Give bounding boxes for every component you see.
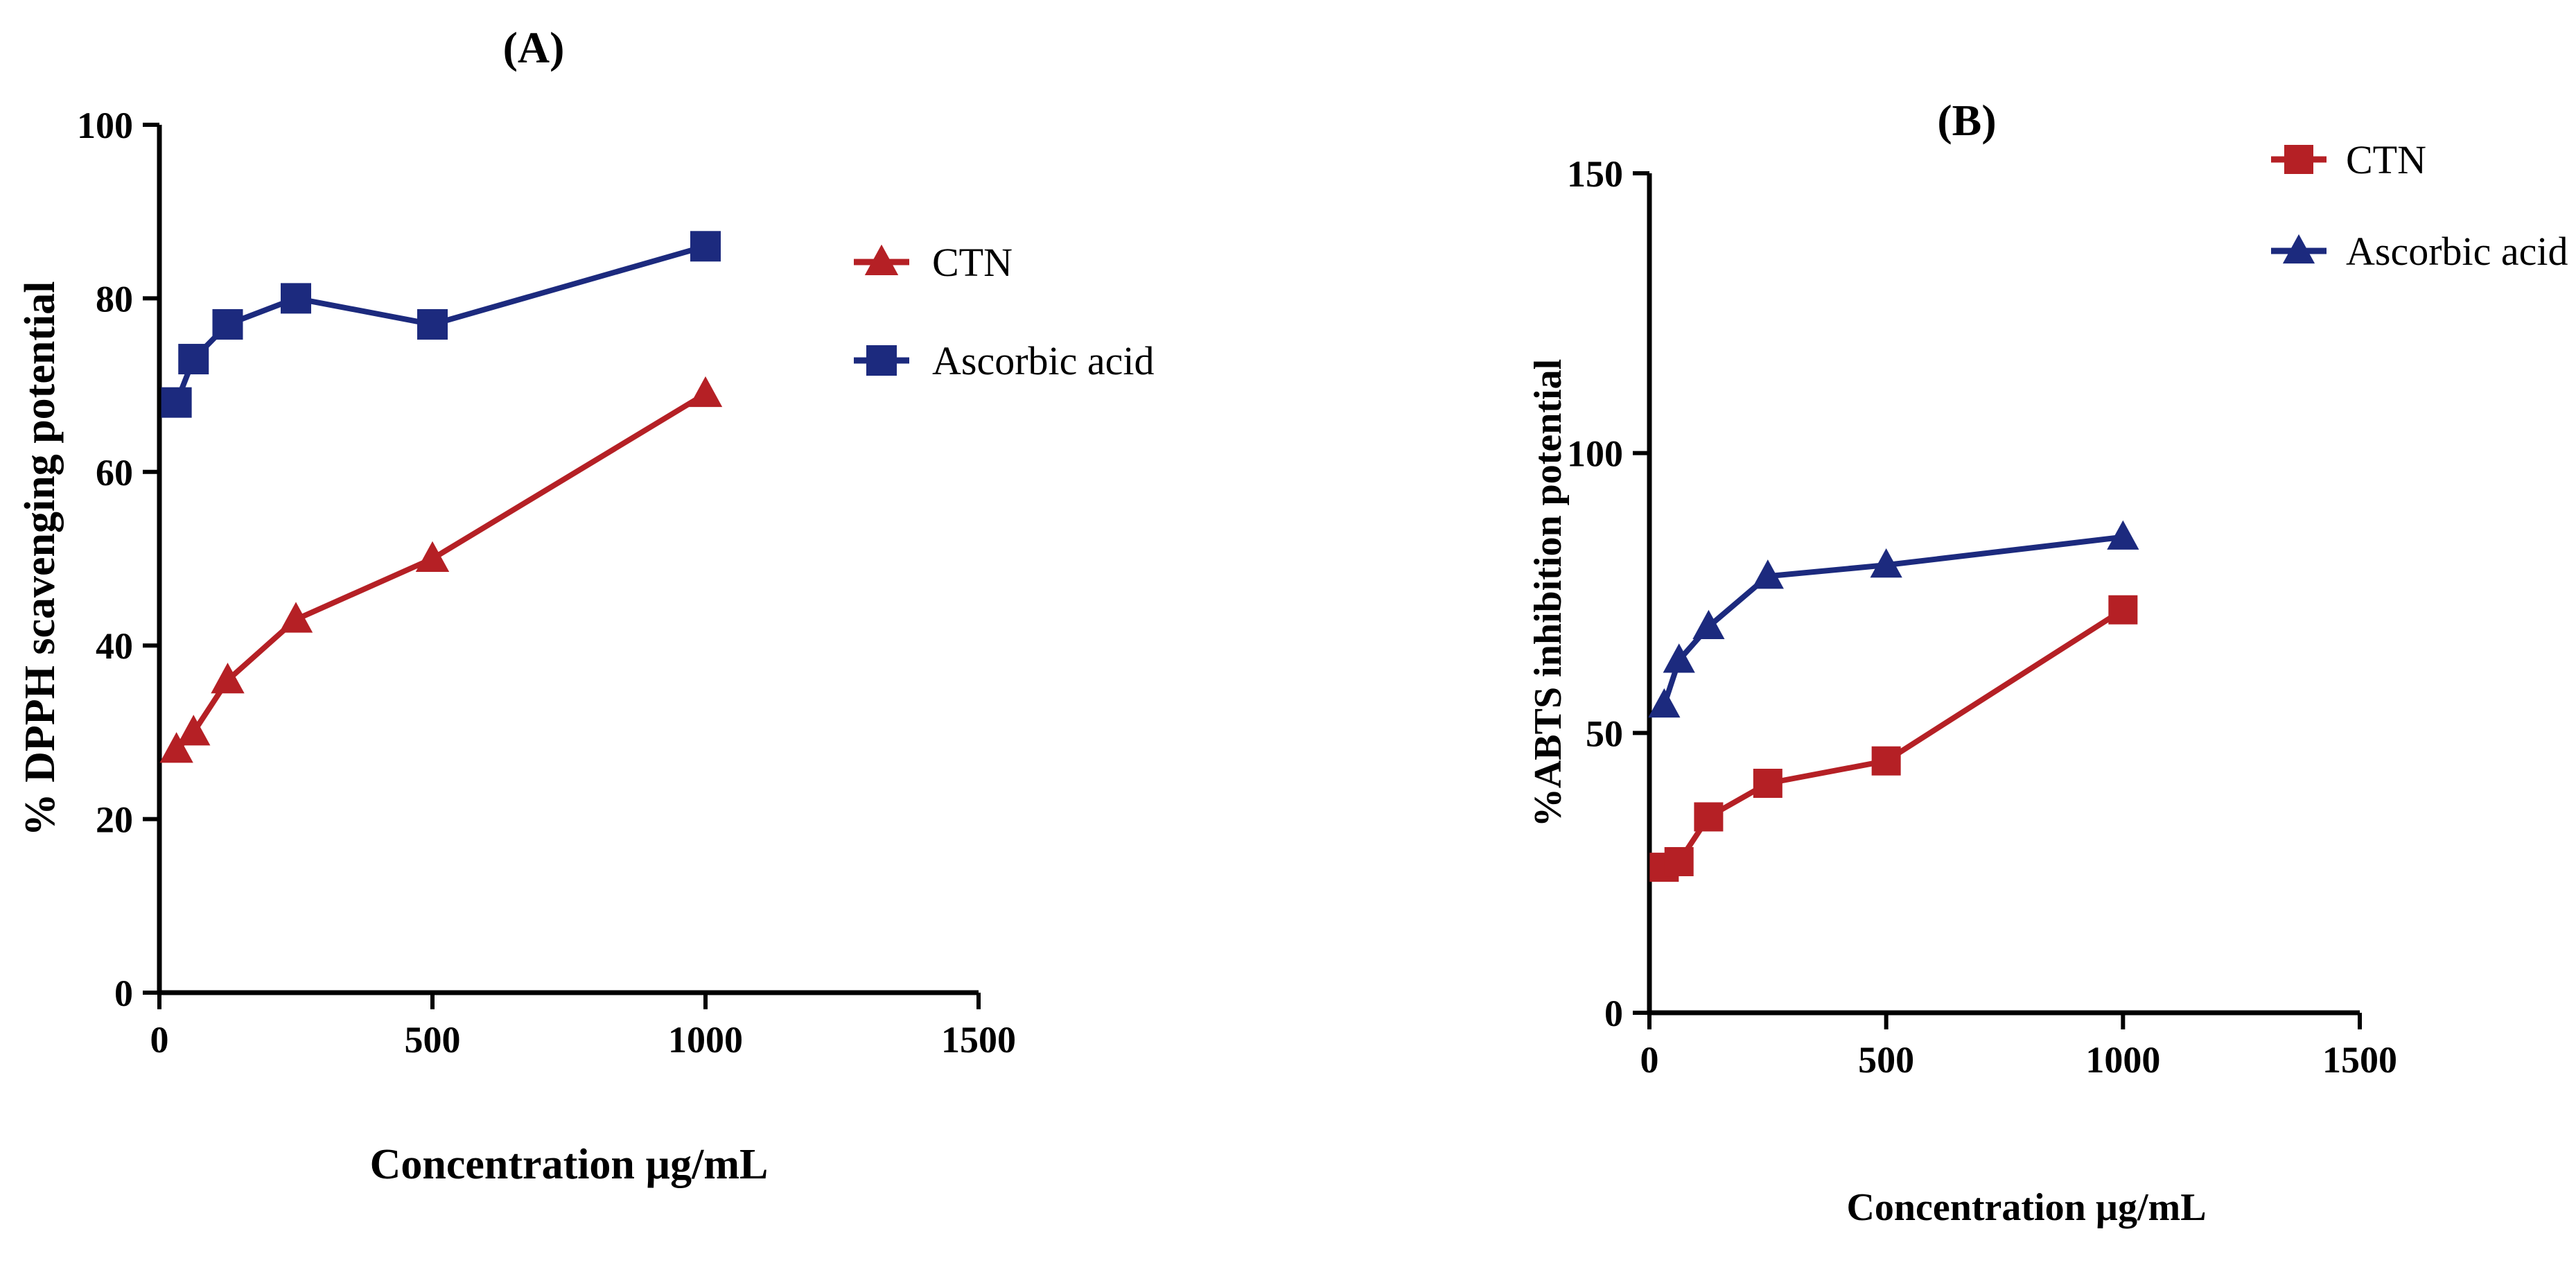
chart-a-y-tick-label: 40 [96,625,133,667]
chart-a-x-tick-label: 1500 [941,1019,1016,1061]
chart-a-x-tick-label: 1000 [668,1019,743,1061]
chart-b-series-ascorbic-acid-point [1663,643,1695,673]
chart-a-x-axis-title: Concentration µg/mL [370,1141,769,1188]
chart-b-y-tick-label: 50 [1586,713,1623,754]
chart-b-legend-item-ascorbic-acid: Ascorbic acid [2271,229,2568,274]
chart-a-series-ctn-point [177,715,211,746]
chart-a-legend-item-ctn: CTN [854,240,1013,285]
chart-b-y-tick-label: 150 [1567,153,1623,195]
chart-b-series-ascorbic-acid-point [1648,688,1681,718]
chart-b-series-ctn-point [2108,595,2138,625]
chart-a-series-ctn-point [211,662,245,694]
chart-a-series-ascorbic-acid-point [161,387,192,418]
chart-b-series-ascorbic-acid [1648,520,2139,718]
chart-a-series-ctn-point [279,602,313,633]
chart-a-legend-swatch-marker [866,345,897,376]
chart-b-legend-swatch-marker [2282,234,2315,264]
chart-a-y-tick-label: 60 [96,452,133,494]
chart-a-series-ascorbic-acid [161,231,721,418]
chart-b-legend-item-ctn: CTN [2271,137,2426,182]
chart-a-series-ctn-point [159,732,193,763]
chart-b-x-tick-label: 1000 [2085,1039,2160,1081]
chart-a-series-ascorbic-acid-point [417,308,448,340]
chart-b-series-ctn-point [1871,746,1901,776]
chart-b-legend-swatch-marker [2284,145,2313,174]
chart-b-legend-label: CTN [2346,137,2426,182]
chart-a-x-tick-label: 500 [405,1019,461,1061]
chart-b-y-axis-title: %ABTS inhibition potential [1527,359,1570,827]
chart-a-title: (A) [503,23,565,72]
chart-a-legend-label: Ascorbic acid [932,338,1154,383]
chart-a-y-tick-label: 100 [77,105,133,146]
chart-a-y-axis-title: % DPPH scavenging potential [17,281,64,837]
chart-b-series-ascorbic-acid-point [2107,520,2139,550]
chart-a-series-ascorbic-acid-point [690,231,721,262]
chart-a-legend-swatch-marker [864,244,899,275]
chart-a-y-tick-label: 80 [96,278,133,320]
chart-a-series-ascorbic-acid-point [212,308,243,340]
chart-b-series-ctn-point [1664,847,1694,877]
chart-b-series-ctn [1649,595,2138,882]
chart-a-x-tick-label: 0 [150,1019,169,1061]
chart-a-series-ctn-point [415,541,450,572]
chart-b-title: (B) [1937,96,1996,145]
chart-b-x-tick-label: 1500 [2322,1039,2397,1081]
chart-b-x-tick-label: 500 [1858,1039,1914,1081]
chart-b-legend-label: Ascorbic acid [2346,229,2568,274]
chart-a-y-tick-label: 0 [114,973,133,1014]
chart-b-series-ctn-line [1661,607,2126,871]
chart-a-legend-label: CTN [932,240,1013,285]
chart-b-series-ctn-point [1694,802,1724,832]
chart-a-series-ascorbic-acid-point [281,283,311,314]
chart-b-series-ascorbic-acid-point [1692,609,1725,640]
chart-b-y-tick-label: 0 [1604,993,1623,1034]
chart-a-series-ctn [159,376,723,763]
chart-b-series-ctn-point [1753,768,1782,798]
chart-b-series-ascorbic-acid-point [1870,548,1902,578]
chart-a-y-tick-label: 20 [96,799,133,841]
chart-a-series-ascorbic-acid-point [178,344,209,375]
chart-b-series-ascorbic-acid-point [1751,559,1784,589]
chart-b-x-axis-title: Concentration µg/mL [1846,1186,2206,1229]
chart-b-y-tick-label: 100 [1567,433,1623,475]
chart-a-series-ctn-point [688,376,723,408]
chart-a-legend-item-ascorbic-acid: Ascorbic acid [854,338,1154,383]
chart-b-x-tick-label: 0 [1640,1039,1659,1081]
